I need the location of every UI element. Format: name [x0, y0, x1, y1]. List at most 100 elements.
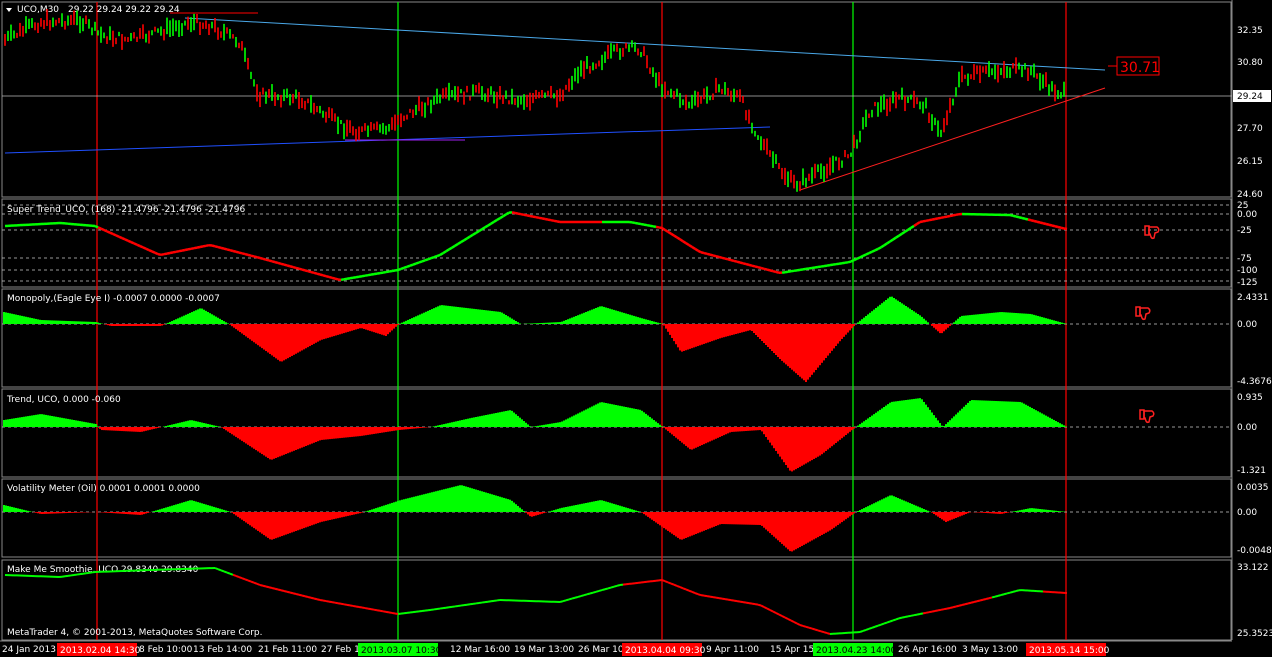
histogram-bar	[293, 512, 295, 532]
histogram-bar	[351, 427, 353, 437]
histogram-bar	[301, 427, 303, 448]
histogram-bar	[757, 512, 759, 525]
supertrend-segment	[673, 234, 678, 239]
supertrend-segment	[667, 230, 672, 235]
histogram-bar	[427, 310, 429, 324]
histogram-bar	[507, 499, 509, 512]
histogram-bar	[687, 427, 689, 448]
histogram-bar	[43, 512, 45, 514]
supertrend-segment	[847, 260, 852, 264]
smoothie-pane[interactable]: Make Me Smoothie, UCO 29.8340 29.8340 33…	[4, 563, 1272, 639]
histogram-bar	[355, 427, 357, 437]
smoothie-segment	[304, 595, 309, 598]
smoothie-segment	[862, 628, 867, 632]
histogram-bar	[795, 324, 797, 374]
histogram-bar	[71, 419, 73, 427]
histogram-bar	[39, 512, 41, 514]
histogram-bar	[269, 427, 271, 460]
supertrend-segment	[505, 211, 510, 216]
histogram-bar	[167, 506, 169, 512]
histogram-bar	[287, 324, 289, 359]
supertrend-segment	[241, 252, 246, 256]
histogram-bar	[929, 409, 931, 427]
smoothie-segment	[1012, 590, 1017, 593]
histogram-bar	[947, 512, 949, 522]
histogram-bar	[145, 512, 147, 514]
histogram-bar	[673, 512, 675, 536]
histogram-bar	[315, 427, 317, 442]
histogram-bar	[611, 503, 613, 512]
histogram-bar	[771, 512, 773, 535]
supertrend-segment	[235, 250, 240, 254]
smoothie-segment	[277, 588, 282, 592]
supertrend-segment	[712, 254, 717, 258]
histogram-bar	[927, 510, 929, 512]
supertrend-segment	[376, 271, 381, 275]
histogram-bar	[945, 512, 947, 522]
histogram-bar	[1021, 509, 1023, 512]
histogram-bar	[915, 505, 917, 512]
histogram-bar	[771, 427, 773, 446]
histogram-bar	[263, 512, 265, 536]
smoothie-segment	[973, 600, 978, 603]
histogram-bar	[655, 322, 657, 324]
histogram-bar	[625, 507, 627, 512]
histogram-bar	[179, 422, 181, 427]
histogram-bar	[911, 503, 913, 512]
smoothie-tick: 33.122	[1237, 563, 1269, 573]
price-pane[interactable]: UCO,M30 29.22 29.24 29.22 29.24 32.35 30…	[2, 5, 1271, 200]
histogram-bar	[183, 315, 185, 324]
supertrend-pane[interactable]: Super Trend_UCO, (168) -21.4796 -21.4796…	[2, 201, 1258, 288]
histogram-bar	[617, 505, 619, 512]
volatility-pane[interactable]: Volatility Meter (Oil) 0.0001 0.0001 0.0…	[2, 483, 1272, 556]
histogram-bar	[629, 407, 631, 427]
histogram-bar	[983, 313, 985, 324]
smoothie-segment	[280, 589, 285, 592]
histogram-bar	[715, 324, 717, 340]
supertrend-segment	[733, 259, 738, 263]
histogram-bar	[259, 427, 261, 453]
histogram-bar	[593, 405, 595, 427]
histogram-bar	[111, 324, 113, 326]
smoothie-segment	[229, 572, 234, 576]
histogram-bar	[1055, 421, 1057, 427]
rising-support-line[interactable]	[799, 87, 1106, 191]
histogram-bar	[567, 319, 569, 324]
histogram-bar	[349, 427, 351, 438]
histogram-bar	[201, 503, 203, 512]
target-price-box[interactable]	[1116, 56, 1160, 76]
histogram-bar	[831, 512, 833, 530]
histogram-bar	[237, 427, 239, 439]
monopoly-pane[interactable]: Monopoly,(Eagle Eye I) -0.0007 0.0000 -0…	[2, 293, 1272, 387]
supertrend-segment	[514, 211, 519, 215]
histogram-bar	[737, 512, 739, 525]
smoothie-segment	[235, 574, 240, 579]
smoothie-segment	[673, 583, 678, 587]
current-price-box	[1233, 90, 1271, 102]
smoothie-segment	[994, 594, 999, 598]
histogram-bar	[43, 414, 45, 427]
histogram-bar	[259, 324, 261, 347]
supertrend-segment	[748, 263, 753, 267]
histogram-bar	[1005, 312, 1007, 324]
histogram-bar	[459, 420, 461, 427]
histogram-bar	[1035, 315, 1037, 324]
histogram-bar	[497, 311, 499, 324]
histogram-bar	[419, 495, 421, 512]
supertrend-segment	[556, 220, 561, 224]
histogram-bar	[5, 419, 7, 427]
histogram-bar	[435, 425, 437, 427]
histogram-bar	[553, 510, 555, 512]
trend-pane[interactable]: Trend, UCO, 0.000 -0.060 0.935 0.00 -1.3…	[2, 393, 1266, 476]
window-menu-icon[interactable]	[6, 8, 12, 12]
histogram-bar	[543, 512, 545, 514]
upper-trendline[interactable]	[184, 17, 1106, 71]
histogram-bar	[43, 320, 45, 324]
histogram-bar	[85, 422, 87, 427]
smoothie-segment	[604, 587, 609, 591]
supertrend-segment	[553, 219, 558, 223]
histogram-bar	[549, 322, 551, 324]
histogram-bar	[341, 512, 343, 518]
histogram-bar	[369, 510, 371, 512]
